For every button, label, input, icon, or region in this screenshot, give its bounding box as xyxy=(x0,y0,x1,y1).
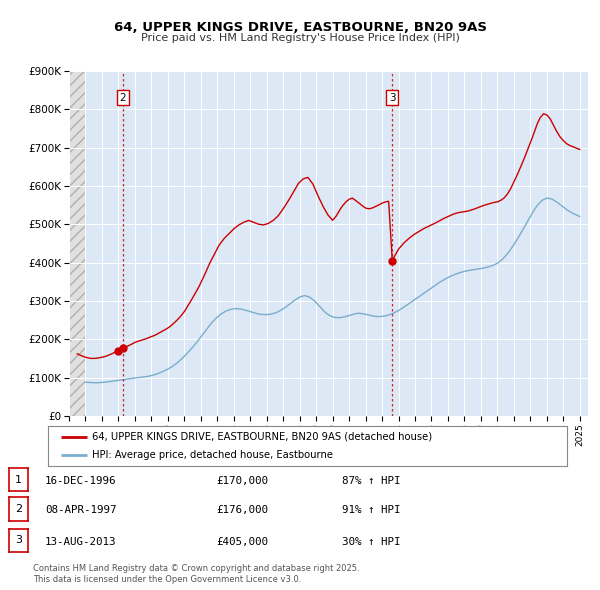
Text: This data is licensed under the Open Government Licence v3.0.: This data is licensed under the Open Gov… xyxy=(33,575,301,584)
Text: £176,000: £176,000 xyxy=(216,506,268,515)
Text: 3: 3 xyxy=(15,536,22,545)
Text: Price paid vs. HM Land Registry's House Price Index (HPI): Price paid vs. HM Land Registry's House … xyxy=(140,33,460,43)
Text: 1: 1 xyxy=(15,475,22,484)
Text: £170,000: £170,000 xyxy=(216,476,268,486)
Text: Contains HM Land Registry data © Crown copyright and database right 2025.: Contains HM Land Registry data © Crown c… xyxy=(33,565,359,573)
Text: 2: 2 xyxy=(15,504,22,514)
Text: 3: 3 xyxy=(389,93,395,103)
Text: HPI: Average price, detached house, Eastbourne: HPI: Average price, detached house, East… xyxy=(92,450,333,460)
Text: 13-AUG-2013: 13-AUG-2013 xyxy=(45,537,116,546)
Text: 16-DEC-1996: 16-DEC-1996 xyxy=(45,476,116,486)
Text: 64, UPPER KINGS DRIVE, EASTBOURNE, BN20 9AS: 64, UPPER KINGS DRIVE, EASTBOURNE, BN20 … xyxy=(113,21,487,34)
Text: 30% ↑ HPI: 30% ↑ HPI xyxy=(342,537,401,546)
Text: 64, UPPER KINGS DRIVE, EASTBOURNE, BN20 9AS (detached house): 64, UPPER KINGS DRIVE, EASTBOURNE, BN20 … xyxy=(92,432,432,442)
Bar xyxy=(69,71,85,416)
Text: 2: 2 xyxy=(119,93,126,103)
Text: £405,000: £405,000 xyxy=(216,537,268,546)
Text: 08-APR-1997: 08-APR-1997 xyxy=(45,506,116,515)
Text: 91% ↑ HPI: 91% ↑ HPI xyxy=(342,506,401,515)
Text: 87% ↑ HPI: 87% ↑ HPI xyxy=(342,476,401,486)
